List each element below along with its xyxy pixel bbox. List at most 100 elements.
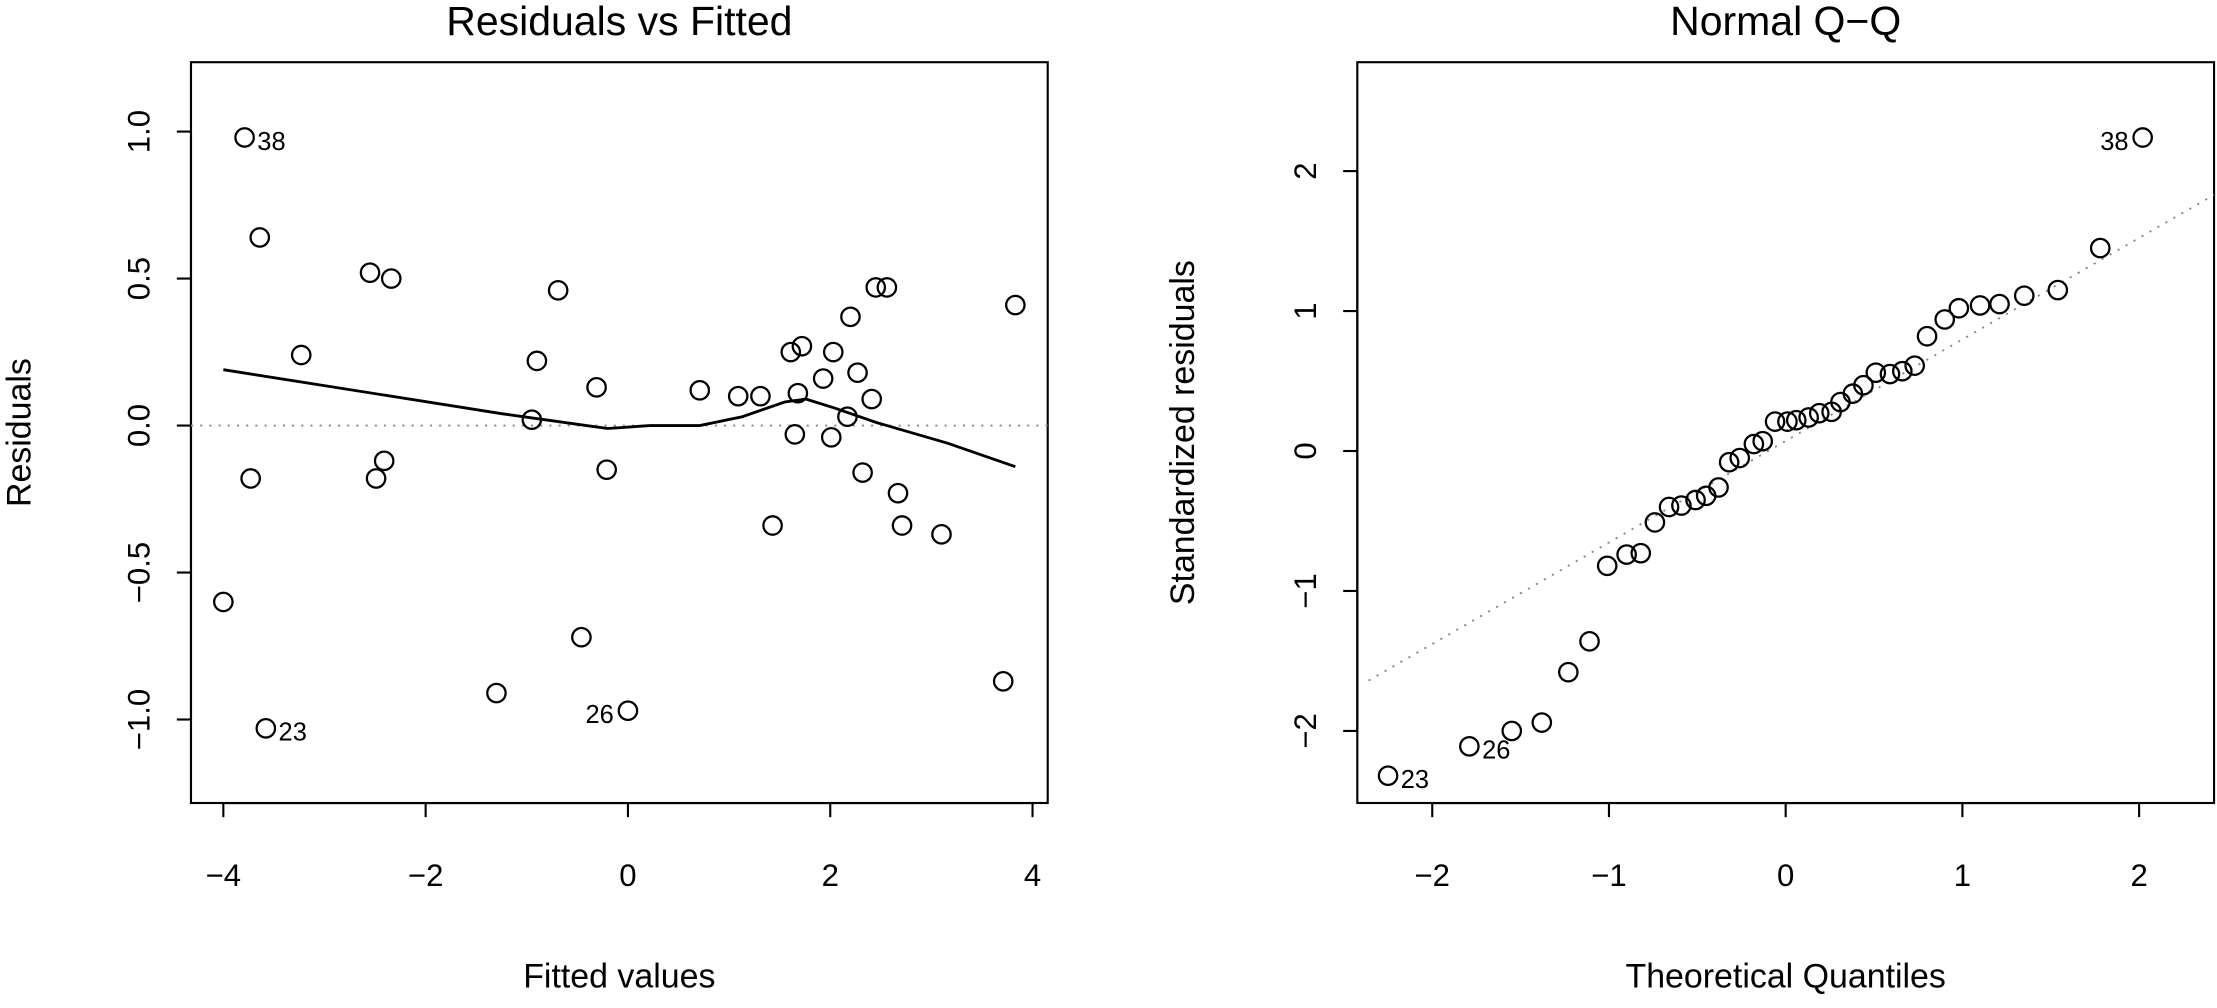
point xyxy=(750,385,771,407)
point xyxy=(1616,544,1637,565)
point-label: 38 xyxy=(2100,128,2128,156)
point xyxy=(762,515,783,536)
point xyxy=(1501,720,1523,742)
point xyxy=(1685,489,1706,511)
y-tick-label: −1 xyxy=(1288,573,1323,608)
point xyxy=(791,335,813,357)
point xyxy=(1718,451,1740,473)
point xyxy=(1708,477,1729,498)
y-tick-label: 1.0 xyxy=(122,110,157,153)
point xyxy=(1879,363,1901,385)
x-tick-label: 4 xyxy=(1024,858,1041,893)
point xyxy=(249,227,271,248)
point xyxy=(586,377,607,398)
x-tick-label: −1 xyxy=(1591,858,1626,893)
point xyxy=(571,626,592,648)
x-tick-label: 1 xyxy=(1954,858,1971,893)
y-tick-label: 0 xyxy=(1288,442,1323,459)
point xyxy=(1658,496,1680,518)
smooth-line xyxy=(223,368,1016,469)
point xyxy=(547,280,569,301)
point-label: 38 xyxy=(257,128,285,156)
y-tick-label: 1 xyxy=(1288,302,1323,319)
reference-line xyxy=(1368,194,2215,682)
point xyxy=(1671,495,1692,516)
chart-title: Residuals vs Fitted xyxy=(446,0,792,44)
point xyxy=(255,718,277,739)
point xyxy=(1916,325,1938,347)
point xyxy=(617,700,639,722)
point xyxy=(865,277,887,298)
point xyxy=(1644,512,1666,533)
point xyxy=(359,262,381,284)
point xyxy=(2089,237,2111,259)
point xyxy=(373,450,395,472)
point xyxy=(1764,411,1786,432)
x-tick-label: 2 xyxy=(822,858,839,893)
chart-title: Normal Q−Q xyxy=(1670,0,1901,44)
point-label: 26 xyxy=(586,701,614,729)
x-tick-label: 0 xyxy=(619,858,636,893)
point xyxy=(1808,402,1830,424)
y-tick-label: 0.0 xyxy=(122,404,157,447)
point xyxy=(852,462,873,483)
point xyxy=(727,385,749,407)
point xyxy=(1785,409,1807,431)
point xyxy=(1743,433,1765,455)
y-tick-label: −0.5 xyxy=(122,542,157,603)
point xyxy=(837,406,858,428)
y-tick-label: −1.0 xyxy=(122,689,157,750)
point xyxy=(1459,736,1480,757)
point xyxy=(596,459,618,480)
point xyxy=(780,341,802,363)
point xyxy=(784,424,806,445)
point xyxy=(1853,374,1874,396)
point xyxy=(213,591,234,613)
point xyxy=(876,277,898,298)
point-label: 23 xyxy=(1401,766,1429,794)
point xyxy=(1948,297,1970,319)
point xyxy=(847,362,868,383)
y-tick-label: 0.5 xyxy=(122,257,157,300)
point xyxy=(2047,279,2069,301)
point xyxy=(1579,631,1600,652)
point xyxy=(380,268,402,289)
point xyxy=(1531,712,1553,733)
point xyxy=(234,127,255,148)
point xyxy=(365,468,387,489)
point xyxy=(1596,555,1618,577)
x-tick-label: −2 xyxy=(408,858,443,893)
x-tick-label: −2 xyxy=(1415,858,1450,893)
x-tick-label: −4 xyxy=(206,858,241,893)
point xyxy=(931,523,952,545)
point xyxy=(290,344,312,366)
point xyxy=(1752,430,1774,452)
point xyxy=(992,670,1014,692)
point xyxy=(1798,407,1819,428)
point-label: 23 xyxy=(279,719,307,747)
point xyxy=(1777,411,1798,432)
point xyxy=(1934,309,1956,330)
point xyxy=(1377,765,1399,787)
y-axis-label: Residuals xyxy=(0,358,38,507)
point xyxy=(840,306,861,328)
point xyxy=(240,468,261,489)
point xyxy=(1904,355,1926,376)
point xyxy=(1630,542,1652,564)
plot-frame xyxy=(1356,61,2216,805)
x-axis-label: Fitted values xyxy=(523,957,715,995)
point xyxy=(787,382,809,404)
y-tick-label: 2 xyxy=(1288,162,1323,179)
point xyxy=(891,515,913,536)
point xyxy=(1005,294,1026,316)
x-tick-label: 2 xyxy=(2130,858,2147,893)
point xyxy=(861,388,883,410)
point xyxy=(1865,362,1887,383)
point xyxy=(689,379,711,401)
point xyxy=(1729,447,1751,469)
point xyxy=(820,426,842,448)
point xyxy=(2132,127,2153,148)
point xyxy=(486,682,507,704)
point xyxy=(1969,295,1991,316)
